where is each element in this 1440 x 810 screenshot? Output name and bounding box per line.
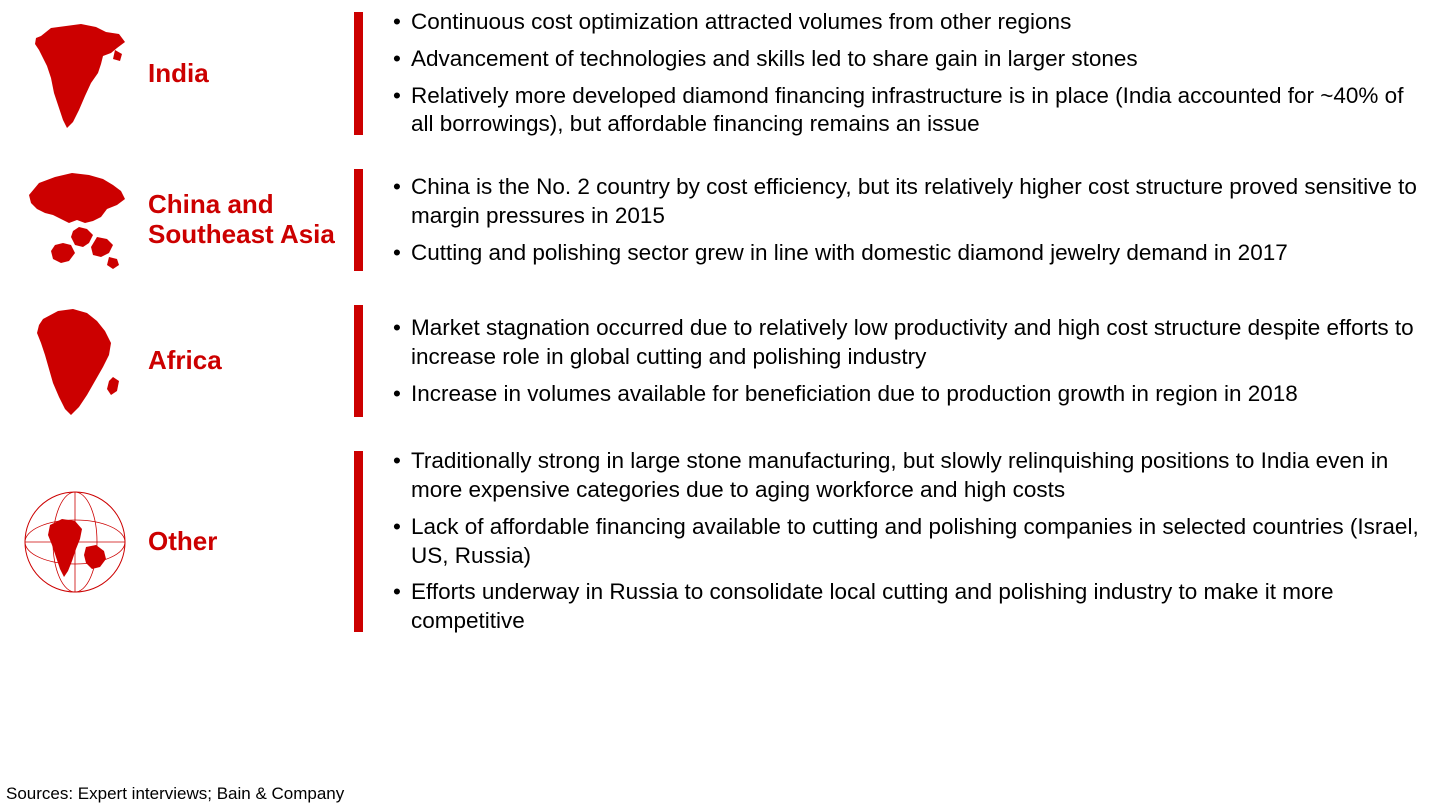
bullets-africa: Market stagnation occurred due to relati… xyxy=(391,301,1430,421)
region-label-india: India xyxy=(148,59,209,89)
bullet-item: Traditionally strong in large stone manu… xyxy=(391,447,1430,505)
bullet-item: Market stagnation occurred due to relati… xyxy=(391,314,1430,372)
bullet-item: Advancement of technologies and skills l… xyxy=(391,45,1430,74)
region-row-china: China and Southeast Asia China is the No… xyxy=(10,165,1430,275)
sources-text: Sources: Expert interviews; Bain & Compa… xyxy=(6,784,344,804)
region-row-other: Other Traditionally strong in large ston… xyxy=(10,447,1430,636)
divider-bar xyxy=(354,451,363,632)
china-map-icon xyxy=(10,165,140,275)
globe-icon xyxy=(10,447,140,636)
divider-bar xyxy=(354,12,363,135)
bullet-item: Relatively more developed diamond financ… xyxy=(391,82,1430,140)
divider-bar xyxy=(354,305,363,417)
bullets-india: Continuous cost optimization attracted v… xyxy=(391,8,1430,139)
region-row-india: India Continuous cost optimization attra… xyxy=(10,8,1430,139)
region-label-other: Other xyxy=(148,527,217,557)
divider-bar xyxy=(354,169,363,271)
bullet-item: Lack of affordable financing available t… xyxy=(391,513,1430,571)
bullet-item: Cutting and polishing sector grew in lin… xyxy=(391,239,1430,268)
africa-map-icon xyxy=(10,301,140,421)
bullet-item: Continuous cost optimization attracted v… xyxy=(391,8,1430,37)
bullets-china: China is the No. 2 country by cost effic… xyxy=(391,165,1430,275)
region-row-africa: Africa Market stagnation occurred due to… xyxy=(10,301,1430,421)
bullet-item: Increase in volumes available for benefi… xyxy=(391,380,1430,409)
bullet-item: China is the No. 2 country by cost effic… xyxy=(391,173,1430,231)
region-label-africa: Africa xyxy=(148,346,222,376)
bullets-other: Traditionally strong in large stone manu… xyxy=(391,447,1430,636)
india-map-icon xyxy=(10,8,140,139)
bullet-item: Efforts underway in Russia to consolidat… xyxy=(391,578,1430,636)
region-label-china: China and Southeast Asia xyxy=(148,190,340,250)
